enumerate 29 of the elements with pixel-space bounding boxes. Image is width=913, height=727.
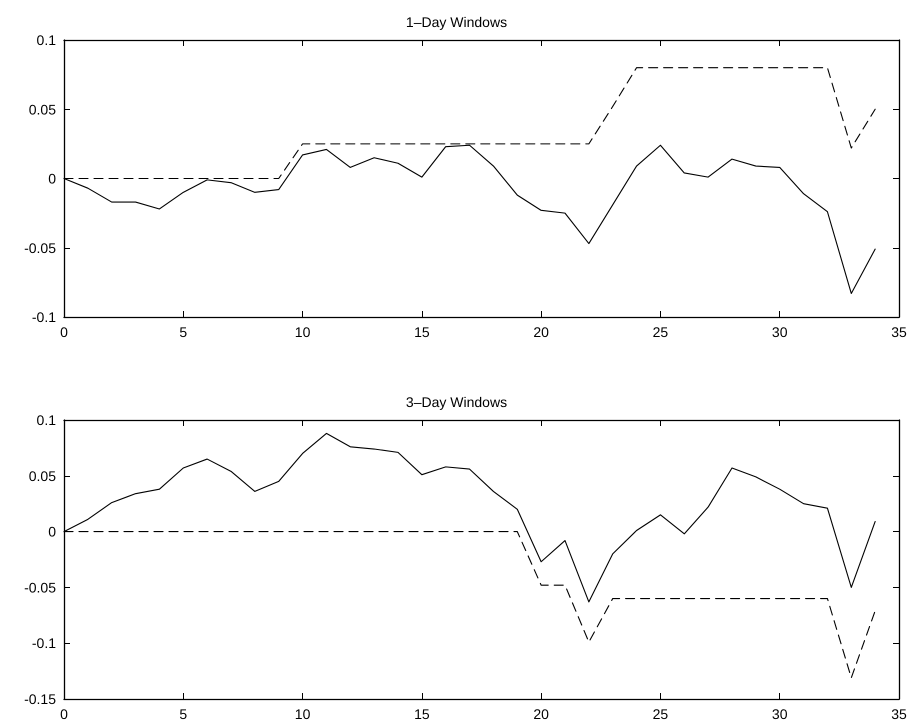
x-tick-label: 10	[294, 706, 311, 722]
x-tick-label: 30	[772, 324, 788, 340]
chart-title: 3–Day Windows	[406, 394, 508, 410]
y-tick-label: 0.05	[28, 468, 56, 484]
chart-title: 1–Day Windows	[406, 14, 508, 30]
y-tick-label: -0.1	[32, 635, 56, 652]
x-tick-label: 5	[179, 324, 188, 340]
x-tick-label: 0	[60, 324, 68, 340]
x-tick-label: 20	[533, 706, 550, 722]
x-tick-label: 10	[294, 324, 311, 340]
y-tick-label: -0.1	[32, 309, 56, 325]
x-tick-label: 35	[891, 706, 907, 722]
x-tick-label: 30	[772, 706, 788, 722]
x-tick-label: 25	[652, 706, 668, 722]
y-tick-label: 0	[48, 524, 56, 540]
y-tick-label: 0.05	[28, 101, 56, 118]
x-tick-label: 15	[414, 706, 430, 722]
x-tick-label: 20	[533, 324, 550, 340]
x-tick-label: 0	[60, 706, 68, 722]
y-tick-label: -0.05	[24, 579, 56, 596]
y-tick-label: 0	[48, 170, 56, 186]
x-tick-label: 25	[652, 324, 668, 340]
x-tick-label: 15	[414, 324, 430, 340]
y-tick-label: -0.15	[24, 691, 56, 707]
x-tick-label: 35	[891, 324, 907, 340]
y-tick-label: 0.1	[36, 412, 56, 428]
y-tick-label: 0.1	[36, 32, 56, 48]
y-tick-label: -0.05	[24, 240, 56, 256]
x-tick-label: 5	[179, 706, 188, 722]
